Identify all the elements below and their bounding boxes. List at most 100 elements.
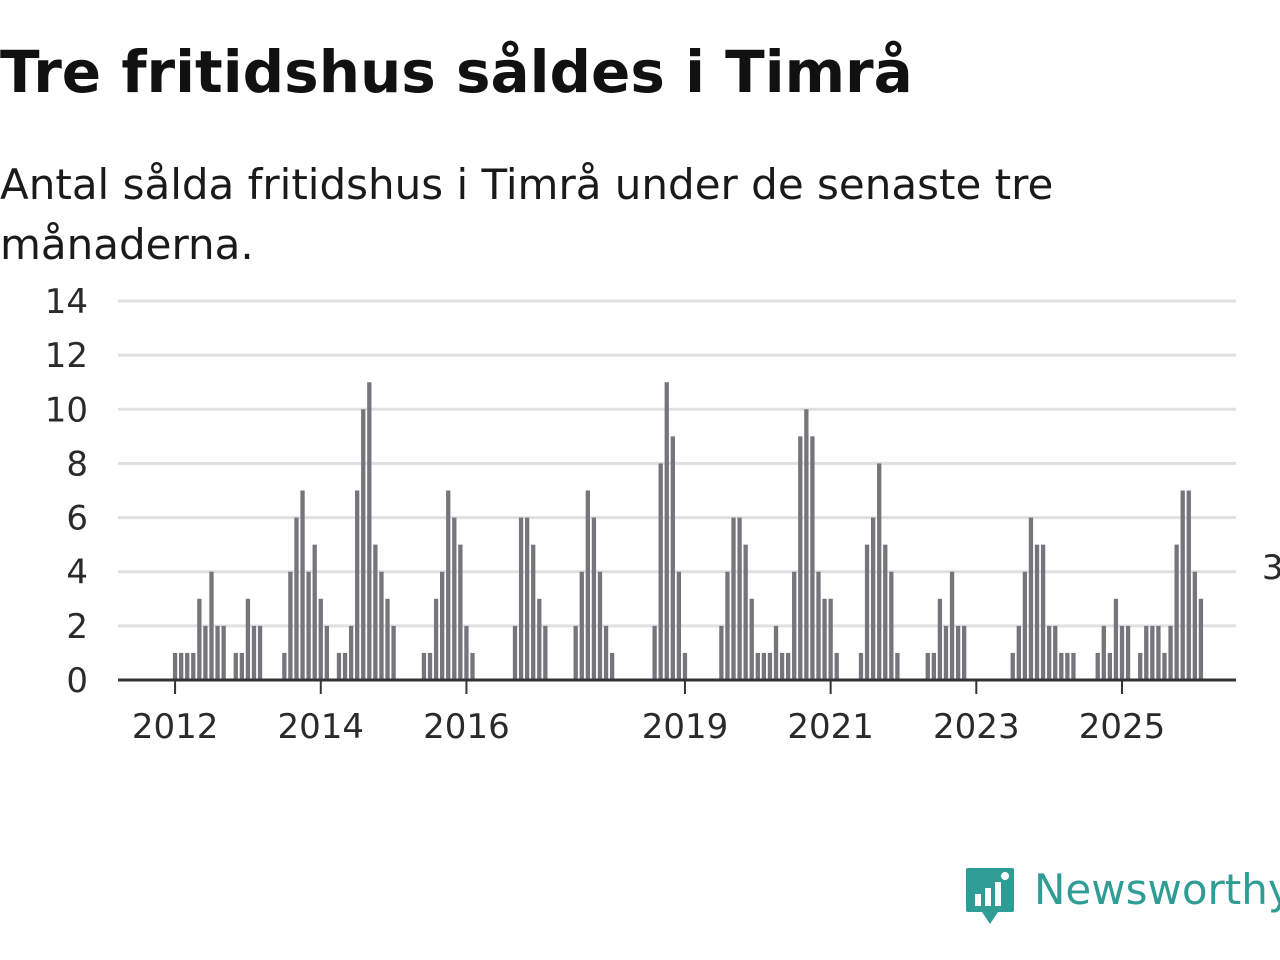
bar (1040, 544, 1046, 680)
bar (251, 625, 257, 680)
bar (537, 598, 542, 680)
bar (761, 652, 767, 680)
bar (524, 517, 530, 680)
bar (962, 625, 967, 680)
bar (585, 490, 590, 680)
brand-name: Newsworthy (1034, 865, 1280, 914)
bar (427, 652, 433, 680)
x-tick-label: 2023 (933, 707, 1020, 747)
bar (609, 652, 615, 680)
bar (749, 598, 754, 680)
bar (870, 517, 876, 680)
x-tick-label: 2021 (787, 707, 874, 747)
bar (1168, 625, 1173, 680)
bar (294, 517, 299, 680)
bar (737, 517, 742, 680)
bar (233, 652, 238, 680)
bar (931, 652, 936, 680)
bar (282, 652, 287, 680)
bar (543, 625, 548, 680)
bar (719, 625, 724, 680)
bar (1198, 598, 1204, 680)
bar (664, 382, 669, 680)
bar (1034, 544, 1040, 680)
bar (889, 571, 894, 680)
bar (324, 625, 329, 680)
chart-title: Tre fritidshus såldes i Timrå (0, 38, 913, 106)
bar (391, 625, 396, 680)
bar (767, 652, 773, 680)
bar (877, 463, 882, 680)
x-tick-label: 2014 (277, 707, 364, 747)
bar (1162, 652, 1167, 680)
bar (355, 490, 360, 680)
bar (1174, 544, 1179, 680)
bar (361, 409, 366, 680)
bar (452, 517, 457, 680)
bar (955, 625, 961, 680)
bar (300, 490, 305, 680)
bar (895, 652, 900, 680)
y-tick-label: 4 (66, 553, 88, 593)
bar (215, 625, 220, 680)
bar (245, 598, 251, 680)
bar (798, 436, 803, 680)
bar-series (172, 382, 1204, 680)
bar (191, 652, 196, 680)
bar (725, 571, 730, 680)
bar (949, 571, 955, 680)
bar (348, 625, 354, 680)
bar (1180, 490, 1185, 680)
bar (779, 652, 785, 680)
bar (342, 652, 348, 680)
bar (197, 598, 202, 680)
bar (470, 652, 475, 680)
bar (834, 652, 839, 680)
bar (1095, 652, 1100, 680)
bar (239, 652, 244, 680)
bar (822, 598, 827, 680)
bar (743, 544, 748, 680)
y-tick-label: 10 (45, 390, 88, 430)
bar (658, 463, 663, 680)
bar (288, 571, 293, 680)
y-tick-label: 12 (45, 336, 88, 376)
annotations: 3 (1258, 544, 1280, 592)
bar (773, 625, 779, 680)
newsworthy-logo-icon (966, 868, 1014, 924)
y-tick-label: 8 (66, 444, 88, 484)
bar (1059, 652, 1064, 680)
bar (597, 571, 603, 680)
bar (731, 517, 736, 680)
bar (1010, 652, 1015, 680)
axes: 0 2 4 6 8 10 12 14 2012 2014 2016 2019 2021 2023 2025 (45, 282, 1236, 747)
bar (670, 436, 675, 680)
y-tick-label: 6 (66, 499, 88, 539)
x-tick-label: 2019 (642, 707, 729, 747)
bar (531, 544, 536, 680)
bar (682, 652, 688, 680)
bar (318, 598, 323, 680)
bar (1186, 490, 1191, 680)
bar (257, 625, 263, 680)
bar (858, 652, 864, 680)
chart-subtitle: Antal sålda fritidshus i Timrå under de … (0, 160, 1054, 269)
bar (864, 544, 870, 680)
bar (1119, 625, 1125, 680)
y-tick-label: 2 (66, 607, 88, 647)
bar (816, 571, 821, 680)
newsworthy-logo: Newsworthy (964, 864, 1280, 928)
highlight-value-label: 3 (1262, 548, 1280, 588)
bar (421, 652, 427, 680)
bar (579, 571, 584, 680)
x-tick-label: 2016 (423, 707, 510, 747)
bar (306, 571, 311, 680)
bar (440, 571, 445, 680)
bar (385, 598, 390, 680)
x-tick-label: 2012 (132, 707, 219, 747)
bar (1107, 652, 1113, 680)
bar (1047, 625, 1052, 680)
bar (1150, 625, 1155, 680)
bar (786, 652, 791, 680)
bar (221, 625, 226, 680)
